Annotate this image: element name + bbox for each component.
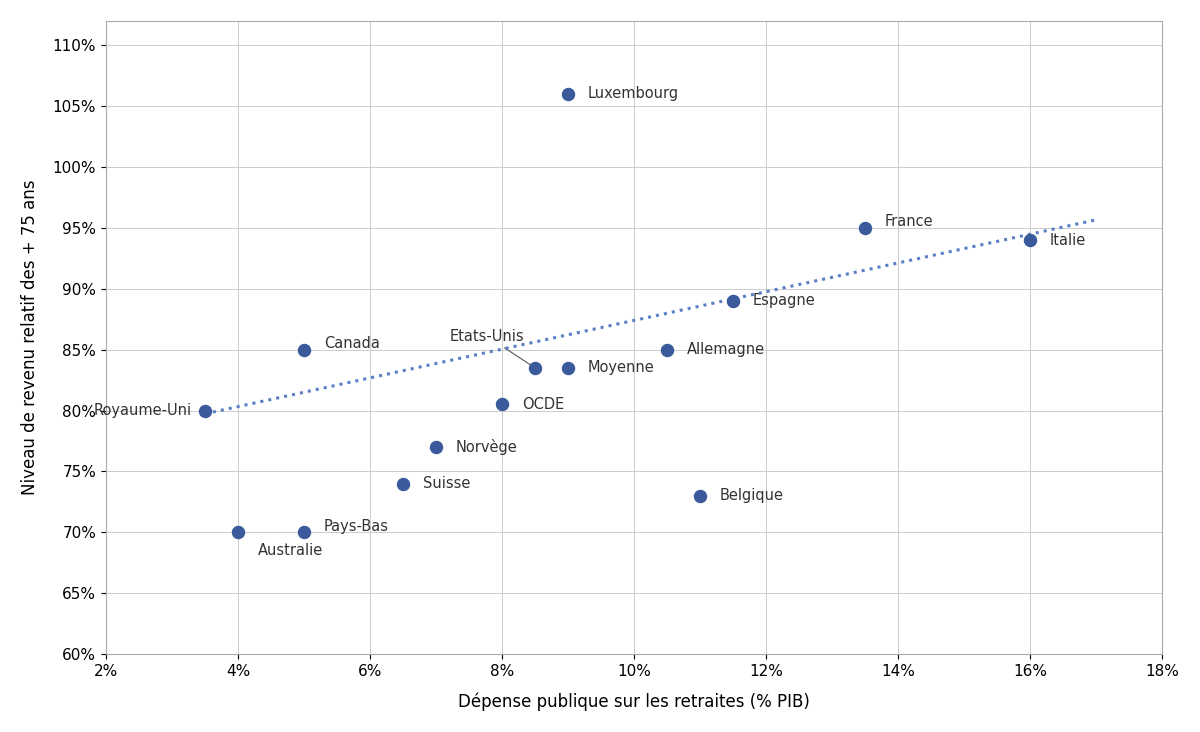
Point (558, 362, 577, 374)
Point (856, 222, 875, 234)
Text: Belgique: Belgique (720, 488, 784, 504)
Text: Espagne: Espagne (752, 294, 816, 308)
Point (294, 344, 313, 356)
Point (724, 295, 743, 307)
Text: Norvège: Norvège (456, 439, 517, 455)
Point (492, 398, 511, 410)
Text: Pays-Bas: Pays-Bas (324, 519, 389, 534)
Text: France: France (884, 214, 934, 229)
Text: OCDE: OCDE (522, 397, 564, 412)
Point (228, 526, 247, 538)
Point (690, 490, 709, 501)
Point (1020, 234, 1039, 246)
Point (196, 405, 215, 417)
Text: Luxembourg: Luxembourg (588, 86, 679, 102)
Text: Royaume-Uni: Royaume-Uni (94, 403, 192, 418)
Text: Canada: Canada (324, 336, 379, 351)
Point (394, 478, 413, 490)
Point (658, 344, 677, 356)
Text: Suisse: Suisse (422, 476, 470, 491)
Point (526, 362, 545, 374)
Point (558, 88, 577, 100)
Text: Allemagne: Allemagne (686, 342, 766, 357)
Text: Moyenne: Moyenne (588, 360, 655, 376)
Text: Italie: Italie (1050, 233, 1086, 247)
Y-axis label: Niveau de revenu relatif des + 75 ans: Niveau de revenu relatif des + 75 ans (20, 179, 38, 495)
X-axis label: Dépense publique sur les retraites (% PIB): Dépense publique sur les retraites (% PI… (458, 692, 810, 712)
Text: Etats-Unis: Etats-Unis (449, 329, 533, 366)
Point (294, 526, 313, 538)
Text: Australie: Australie (258, 543, 323, 558)
Point (426, 441, 445, 453)
